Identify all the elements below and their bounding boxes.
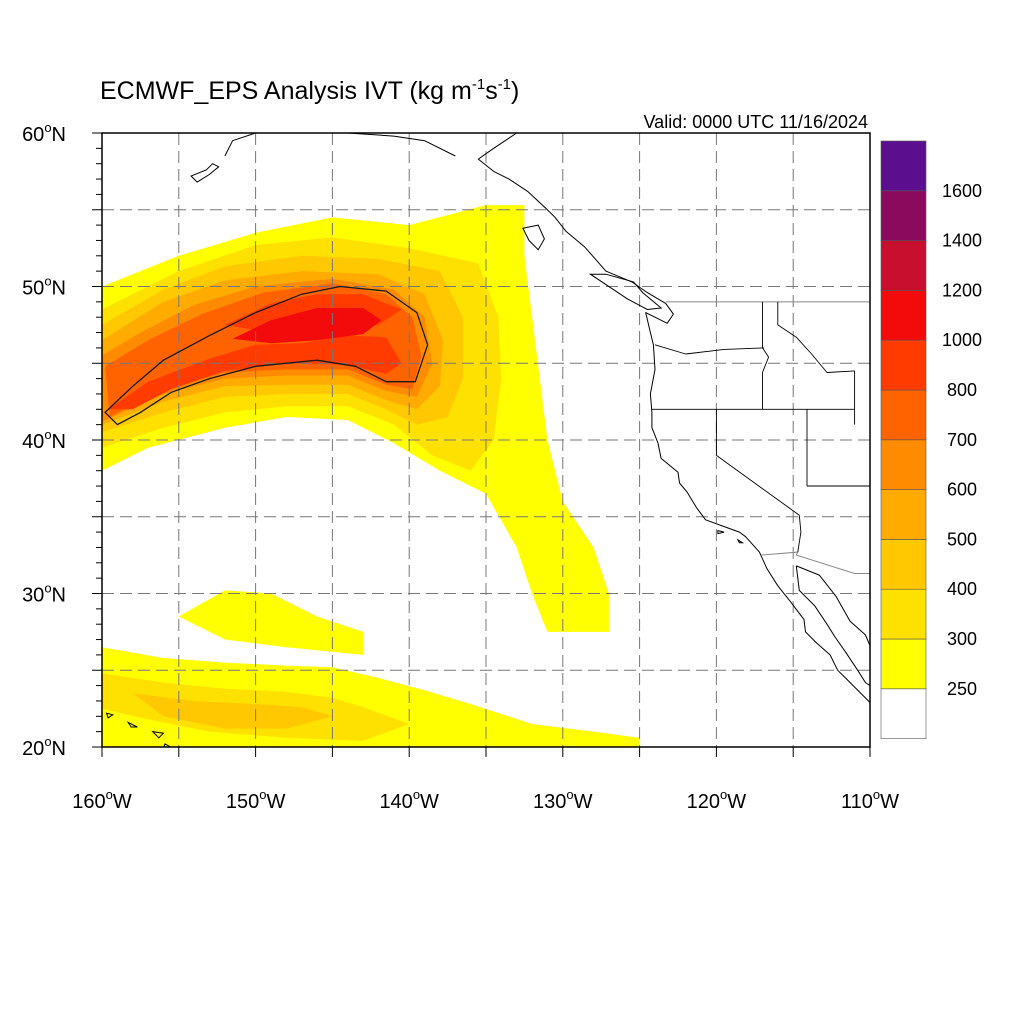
colorbar-segment bbox=[880, 489, 927, 540]
colorbar-label: 600 bbox=[947, 480, 977, 500]
colorbar-segment bbox=[880, 539, 927, 590]
lat-tick-label: 50oN bbox=[22, 274, 66, 300]
lat-tick-label: 40oN bbox=[22, 427, 66, 453]
colorbar-label: 500 bbox=[947, 529, 977, 549]
island-outline bbox=[190, 163, 220, 183]
lat-lon-grid bbox=[102, 133, 870, 747]
ivt-shaded-region bbox=[178, 590, 364, 655]
island-outline bbox=[105, 712, 115, 719]
lon-tick-label: 110oW bbox=[841, 787, 899, 813]
colorbar-segment bbox=[880, 439, 927, 490]
ivt-shaded-region bbox=[108, 335, 402, 410]
latitude-labels: 60oN 50oN 40oN 30oN 20oN bbox=[22, 120, 66, 760]
colorbar-segment bbox=[880, 339, 927, 391]
map-frame bbox=[101, 132, 871, 748]
colorbar-label: 1600 bbox=[942, 181, 982, 201]
island-outline bbox=[736, 538, 745, 544]
colorbar-label: 300 bbox=[947, 629, 977, 649]
colorbar-label: 250 bbox=[947, 679, 977, 699]
valid-time-label: Valid: 0000 UTC 11/16/2024 bbox=[644, 112, 868, 132]
lat-tick-label: 20oN bbox=[22, 734, 66, 760]
island-outline bbox=[717, 529, 725, 535]
alaska-coast bbox=[224, 133, 456, 157]
lon-tick-label: 140oW bbox=[379, 787, 439, 813]
state-border bbox=[762, 301, 770, 410]
ivt-shaded-region bbox=[132, 693, 333, 729]
colorbar-segment bbox=[880, 688, 927, 739]
ivt-contour-line bbox=[104, 285, 429, 426]
colorbar-segment bbox=[880, 190, 927, 241]
colorbar-label: 800 bbox=[947, 380, 977, 400]
lon-tick-label: 150oW bbox=[226, 787, 286, 813]
colorbar-label: 1000 bbox=[942, 330, 982, 350]
state-border bbox=[777, 301, 855, 373]
lat-tick-label: 30oN bbox=[22, 581, 66, 607]
colorbar-segment bbox=[880, 588, 927, 640]
lon-tick-label: 160oW bbox=[72, 787, 132, 813]
baja-gulf-coast bbox=[795, 565, 870, 687]
island-outline bbox=[588, 273, 663, 311]
state-border bbox=[797, 515, 802, 553]
state-border bbox=[654, 344, 765, 355]
lon-tick-label: 120oW bbox=[687, 787, 747, 813]
coastline-and-borders bbox=[105, 133, 870, 747]
island-outline bbox=[151, 730, 165, 739]
colorbar-label: 1200 bbox=[942, 280, 982, 300]
lon-tick-label: 130oW bbox=[533, 787, 593, 813]
colorbar-segment bbox=[880, 389, 927, 441]
colorbar-segment bbox=[880, 240, 927, 291]
lat-tick-label: 60oN bbox=[22, 120, 66, 146]
colorbar-segment bbox=[880, 638, 927, 690]
colorbar-segment bbox=[880, 290, 927, 341]
state-border bbox=[715, 409, 800, 516]
mexico-mainland-coast bbox=[796, 565, 870, 646]
ivt-shaded-region bbox=[232, 308, 382, 344]
colorbar-segment bbox=[880, 140, 927, 192]
axis-tick-marks bbox=[92, 132, 871, 757]
chart-title: ECMWF_EPS Analysis IVT (kg m-1s-1) bbox=[100, 76, 519, 105]
colorbar: 250 300 400 500 600 700 800 1000 1200 1400 1600 bbox=[880, 140, 982, 739]
colorbar-label: 400 bbox=[947, 579, 977, 599]
colorbar-label: 700 bbox=[947, 430, 977, 450]
island-outline bbox=[522, 224, 545, 251]
longitude-labels: 160oW 150oW 140oW 130oW 120oW 110oW bbox=[72, 787, 899, 813]
mexico-border bbox=[760, 551, 870, 574]
island-outline bbox=[126, 721, 138, 728]
coastline bbox=[477, 133, 870, 703]
colorbar-label: 1400 bbox=[942, 231, 982, 251]
ivt-contour-layer bbox=[104, 285, 429, 426]
map-panel bbox=[92, 132, 871, 757]
